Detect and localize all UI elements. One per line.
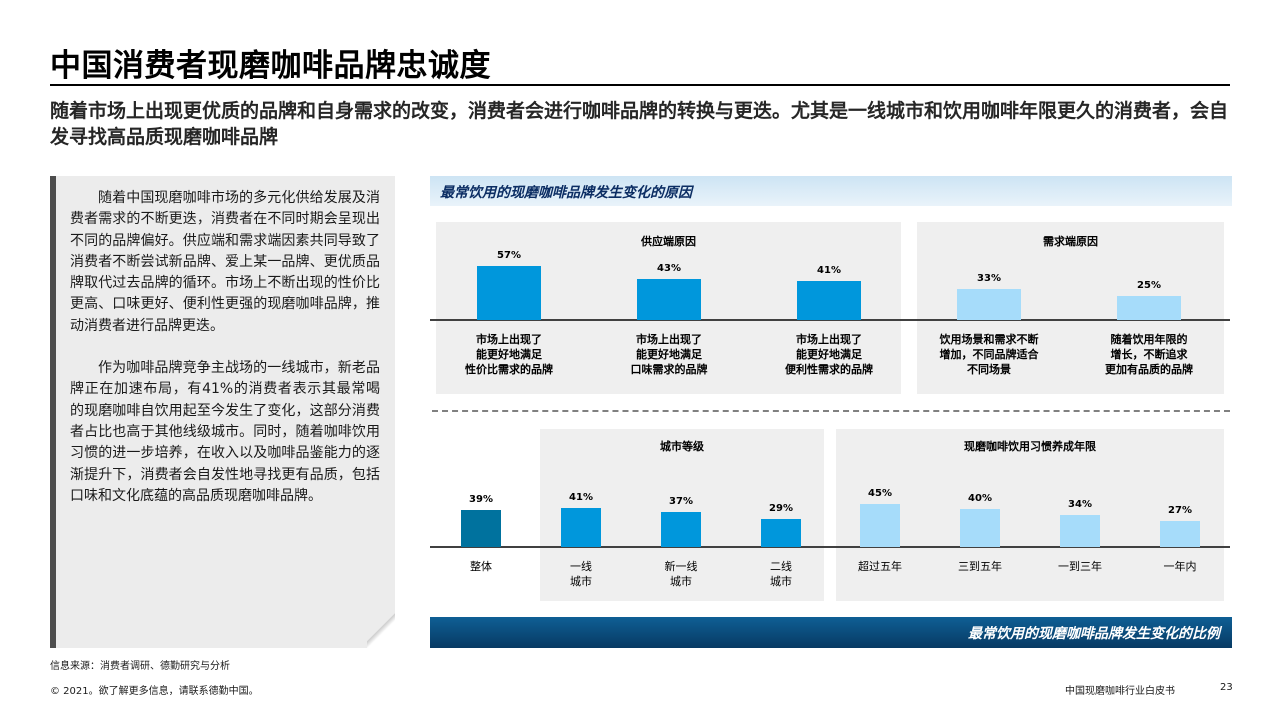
city-bar-2 [561,508,601,547]
commentary-text: 随着中国现磨咖啡市场的多元化供给发展及消费者需求的不断更迭，消费者在不同时期会呈… [70,188,380,507]
habit-years-panel: 现磨咖啡饮用习惯养成年限 [836,429,1224,601]
city-category-label-4: 二线 城市 [770,560,792,588]
ratio-banner: 最常饮用的现磨咖啡品牌发生变化的比例 [430,617,1232,648]
years-bar-2 [960,509,1000,547]
supply-category-label-2: 市场上出现了 能更好地满足 口味需求的品牌 [630,333,708,376]
city-value-label-1: 39% [469,493,493,505]
city-bar-1 [461,509,501,547]
title-underline [50,84,1230,86]
years-category-label-3: 一到三年 [1058,560,1102,573]
years-category-label-4: 一年内 [1163,560,1197,573]
reasons-banner: 最常饮用的现磨咖啡品牌发生变化的原因 [430,176,1232,206]
city-bar-4 [761,519,801,547]
supply-bar-1 [477,265,541,320]
city-value-label-4: 29% [769,503,793,515]
demand-value-label-1: 33% [977,272,1001,284]
city-category-label-1: 整体 [470,560,492,573]
years-bar-1 [860,504,900,547]
city-category-label-2: 一线 城市 [570,560,592,588]
years-value-label-3: 34% [1068,498,1092,510]
years-bar-4 [1160,521,1200,547]
page-title: 中国消费者现磨咖啡品牌忠诚度 [50,48,491,84]
ratio-baseline [430,546,1230,548]
document-title: 中国现磨咖啡行业白皮书 [1065,686,1175,697]
copyright-note: © 2021。欲了解更多信息，请联系德勤中国。 [50,686,259,697]
supply-value-label-2: 43% [657,263,681,275]
supply-value-label-3: 41% [817,265,841,277]
supply-category-label-1: 市场上出现了 能更好地满足 性价比需求的品牌 [465,333,553,376]
commentary-paragraph-1: 随着中国现磨咖啡市场的多元化供给发展及消费者需求的不断更迭，消费者在不同时期会呈… [70,190,380,334]
page-number: 23 [1220,682,1233,693]
page-subtitle: 随着市场上出现更优质的品牌和自身需求的改变，消费者会进行咖啡品牌的转换与更迭。尤… [50,100,1229,148]
city-value-label-3: 37% [669,495,693,507]
years-panel-title: 现磨咖啡饮用习惯养成年限 [964,440,1096,453]
years-value-label-4: 27% [1168,505,1192,517]
commentary-paragraph-2: 作为咖啡品牌竞争主战场的一线城市，新老品牌正在加速布局，有41%的消费者表示其最… [70,360,380,504]
years-value-label-2: 40% [968,493,992,504]
demand-bar-2 [1117,296,1181,320]
commentary-accent-bar [50,176,56,648]
reasons-banner-text: 最常饮用的现磨咖啡品牌发生变化的原因 [440,185,692,201]
supply-panel-title: 供应端原因 [641,235,696,248]
demand-category-label-2: 随着饮用年限的 增长，不断追求 更加有品质的品牌 [1105,333,1193,376]
section-divider [432,410,1230,412]
city-panel-title: 城市等级 [660,440,704,453]
city-bar-3 [661,511,701,547]
years-category-label-1: 超过五年 [858,560,902,573]
city-category-label-3: 新一线 城市 [664,560,698,588]
demand-category-label-1: 饮用场景和需求不断 增加，不同品牌适合 不同场景 [939,333,1039,376]
reasons-baseline [430,319,1230,321]
years-value-label-1: 45% [868,488,892,500]
supply-value-label-1: 57% [497,249,521,261]
supply-bar-2 [637,279,701,320]
page-curl-decoration [367,608,395,648]
years-bar-3 [1060,514,1100,547]
supply-bar-3 [797,281,861,320]
source-note: 信息来源：消费者调研、德勤研究与分析 [50,661,230,672]
demand-value-label-2: 25% [1137,280,1161,292]
demand-bar-1 [957,288,1021,320]
ratio-banner-text: 最常饮用的现磨咖啡品牌发生变化的比例 [968,626,1220,642]
city-value-label-2: 41% [569,492,593,504]
supply-category-label-3: 市场上出现了 能更好地满足 便利性需求的品牌 [785,333,873,376]
years-category-label-2: 三到五年 [958,560,1002,573]
demand-panel-title: 需求端原因 [1043,235,1098,248]
commentary-box: 随着中国现磨咖啡市场的多元化供给发展及消费者需求的不断更迭，消费者在不同时期会呈… [50,176,395,648]
